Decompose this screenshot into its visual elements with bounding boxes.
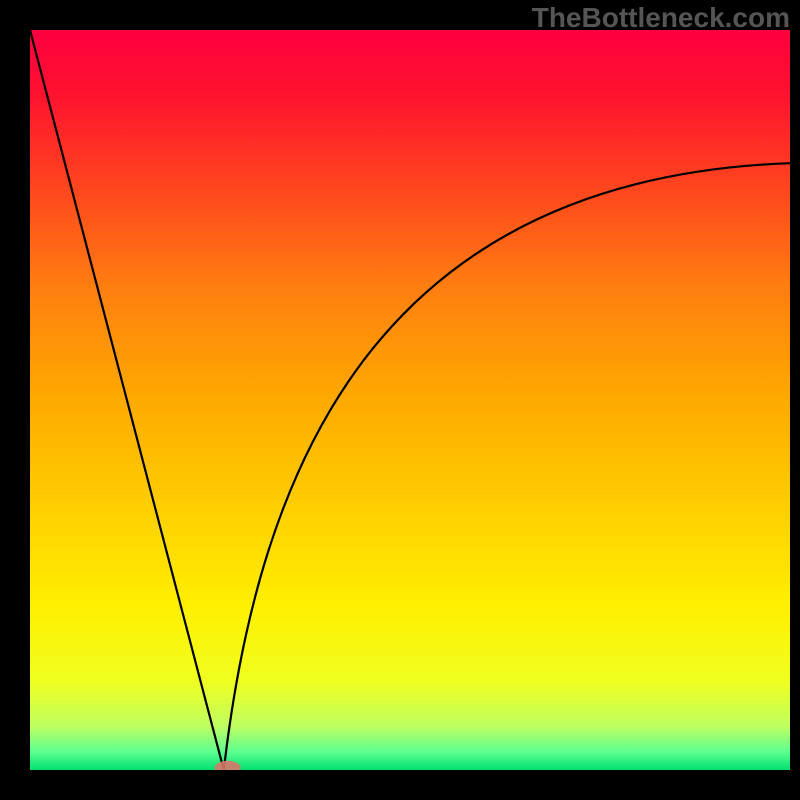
bottleneck-curve-svg [30,30,790,770]
watermark-text: TheBottleneck.com [532,2,790,34]
plot-area [30,30,790,770]
chart-container: TheBottleneck.com [0,0,800,800]
bottleneck-curve [30,30,790,770]
optimal-point-marker [215,761,241,770]
